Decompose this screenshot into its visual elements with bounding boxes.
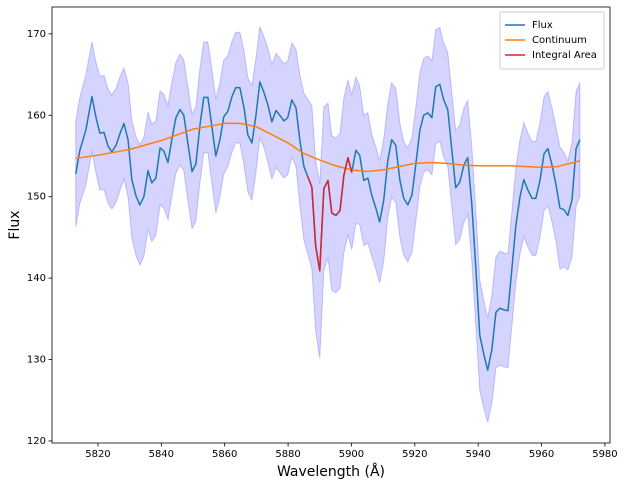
error-band <box>75 26 581 423</box>
plot-frame <box>51 6 611 444</box>
y-tick-label: 150 <box>27 192 46 203</box>
x-tick-label: 5900 <box>339 449 364 460</box>
legend-label: Integral Area <box>532 50 597 61</box>
x-tick-label: 5940 <box>465 449 490 460</box>
y-tick-label: 140 <box>27 273 46 284</box>
legend-label: Continuum <box>532 35 587 46</box>
x-tick-label: 5840 <box>149 449 174 460</box>
x-tick-label: 5920 <box>402 449 427 460</box>
legend-box <box>499 11 605 70</box>
x-tick-label: 5880 <box>275 449 300 460</box>
x-tick-label: 5980 <box>592 449 617 460</box>
x-tick-label: 5860 <box>212 449 237 460</box>
x-axis-title: Wavelength (Å) <box>277 463 385 480</box>
x-tick-label: 5960 <box>529 449 554 460</box>
y-tick-label: 160 <box>27 110 46 121</box>
y-tick-label: 170 <box>27 29 46 40</box>
y-axis-title: Flux <box>7 210 23 239</box>
legend-label: Flux <box>532 20 553 31</box>
y-tick-label: 130 <box>27 355 46 366</box>
y-tick-label: 120 <box>27 436 46 447</box>
line <box>307 156 353 272</box>
x-tick-label: 5820 <box>85 449 110 460</box>
